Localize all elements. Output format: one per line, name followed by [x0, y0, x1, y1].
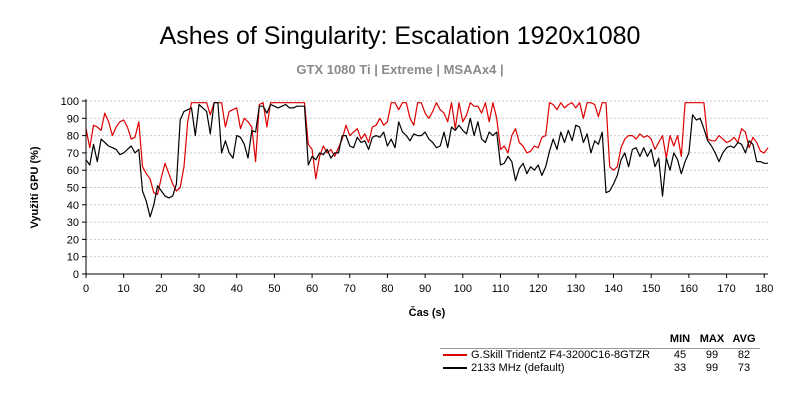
x-tick-label: 180	[755, 283, 773, 295]
y-tick-label: 40	[67, 200, 79, 212]
x-tick-label: 100	[454, 283, 472, 295]
tick-labels: 0 10 20 30 40 50 60 70 80 90 100 0 10 20 30 40 50 60 70 80 9…	[61, 96, 774, 295]
legend-entry: G.Skill TridentZ F4-3200C16-8GTZR	[440, 349, 664, 363]
x-tick-label: 110	[492, 283, 510, 295]
legend-max-value: 99	[705, 362, 719, 374]
legend-header-name	[440, 333, 664, 349]
y-tick-label: 70	[67, 148, 79, 160]
legend-min-value: 33	[673, 362, 687, 374]
legend-min-value: 45	[673, 349, 687, 361]
x-tick-label: 10	[118, 283, 130, 295]
legend: MIN MAX AVG G.Skill TridentZ F4-3200C16-…	[440, 333, 760, 375]
y-axis-label: Využití GPU (%)	[29, 146, 41, 228]
legend-max-value: 99	[705, 349, 719, 361]
x-axis-label: Čas (s)	[409, 306, 446, 319]
x-tick-label: 170	[717, 283, 735, 295]
chart-subtitle: GTX 1080 Ti | Extreme | MSAAx4 |	[296, 62, 504, 77]
x-tick-label: 140	[604, 283, 622, 295]
y-tick-label: 90	[67, 113, 79, 125]
y-tick-label: 30	[67, 217, 79, 229]
axes	[82, 99, 768, 278]
legend-table: MIN MAX AVG G.Skill TridentZ F4-3200C16-…	[440, 333, 760, 375]
y-tick-label: 100	[61, 96, 79, 108]
y-tick-label: 60	[67, 165, 79, 177]
series-line-2133mhz	[85, 102, 768, 218]
legend-series-name: 2133 MHz (default)	[471, 362, 565, 374]
legend-swatch-black	[443, 367, 467, 370]
legend-avg-value: 73	[737, 362, 751, 374]
legend-avg-value: 82	[737, 349, 751, 361]
legend-swatch-red	[443, 354, 467, 357]
x-tick-label: 150	[642, 283, 660, 295]
y-tick-label: 80	[67, 131, 79, 143]
chart-title: Ashes of Singularity: Escalation 1920x10…	[159, 22, 641, 50]
legend-header-max: MAX	[699, 333, 725, 345]
x-tick-label: 120	[529, 283, 547, 295]
y-tick-label: 10	[67, 252, 79, 264]
x-tick-label: 70	[344, 283, 356, 295]
x-tick-label: 30	[193, 283, 205, 295]
x-tick-label: 130	[567, 283, 585, 295]
legend-series-name: G.Skill TridentZ F4-3200C16-8GTZR	[471, 349, 651, 361]
series-line-gskill	[85, 102, 769, 195]
line-chart: 0 10 20 30 40 50 60 70 80 90 100 0 10 20 30 40 50 60 70 80 9…	[29, 96, 774, 319]
legend-header-avg: AVG	[732, 333, 756, 345]
legend-row: G.Skill TridentZ F4-3200C16-8GTZR 45 99 …	[440, 348, 760, 363]
x-tick-label: 60	[306, 283, 318, 295]
x-tick-label: 50	[268, 283, 280, 295]
legend-row: 2133 MHz (default) 33 99 73	[440, 362, 760, 375]
series-lines	[85, 102, 769, 218]
x-tick-label: 160	[680, 283, 698, 295]
y-tick-label: 0	[73, 269, 79, 281]
y-tick-label: 50	[67, 183, 79, 195]
x-tick-label: 40	[231, 283, 243, 295]
x-tick-label: 0	[83, 283, 89, 295]
x-tick-label: 80	[381, 283, 393, 295]
x-tick-label: 20	[155, 283, 167, 295]
legend-entry: 2133 MHz (default)	[440, 362, 664, 375]
x-tick-label: 90	[419, 283, 431, 295]
legend-header-min: MIN	[669, 333, 691, 345]
y-tick-label: 20	[67, 234, 79, 246]
gridlines	[86, 100, 768, 258]
